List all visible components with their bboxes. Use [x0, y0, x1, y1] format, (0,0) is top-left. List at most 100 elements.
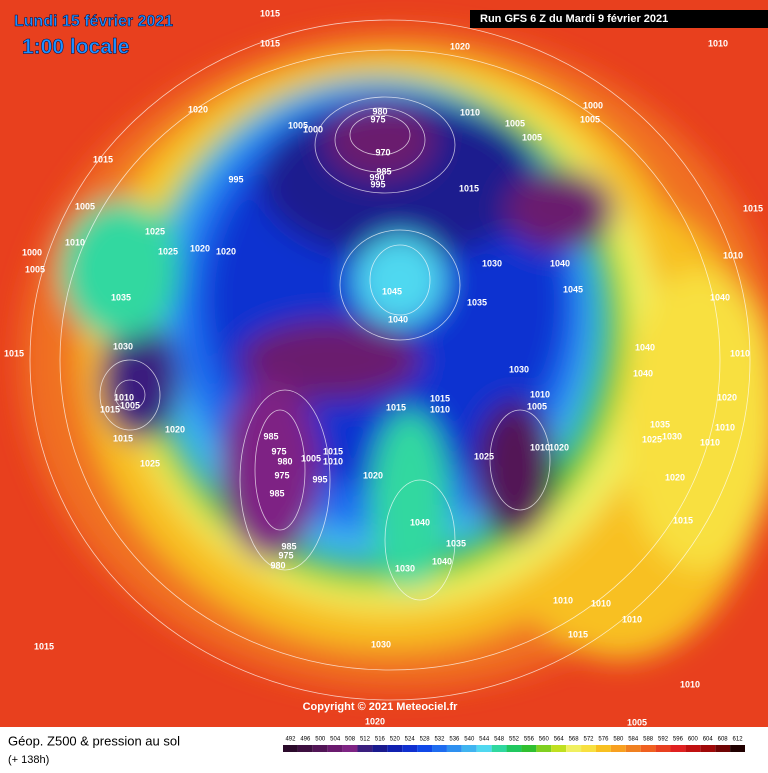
isobar-label: 975: [370, 114, 385, 124]
scale-swatch: [342, 745, 358, 752]
isobar-label: 1015: [386, 402, 406, 412]
isobar-label: 1020: [665, 472, 685, 482]
isobar-label: 1035: [467, 297, 487, 307]
isobar-label: 1000: [303, 124, 323, 134]
isobar-label: 995: [228, 174, 243, 184]
scale-label: 588: [643, 737, 654, 743]
isobar-label: 1005: [301, 453, 321, 463]
scale-swatch: [730, 745, 745, 752]
isobar-label: 1040: [388, 314, 408, 324]
isobar-label: 1015: [4, 348, 24, 358]
scale-label: 556: [524, 737, 535, 743]
isobar-label: 1030: [662, 431, 682, 441]
scale-label: 576: [598, 737, 609, 743]
scale-label: 548: [494, 737, 505, 743]
isobar-label: 1010: [591, 598, 611, 608]
isobar-label: 1015: [459, 183, 479, 193]
run-box: [470, 10, 768, 28]
isobar-label: 1030: [395, 563, 415, 573]
isobar-label: 1025: [140, 458, 160, 468]
scale-swatch: [297, 745, 313, 752]
isobar-label: 1015: [93, 154, 113, 164]
scale-swatch: [476, 745, 492, 752]
scale-label: 560: [539, 737, 550, 743]
copyright: Copyright © 2021 Meteociel.fr: [303, 701, 459, 713]
scale-swatch: [372, 745, 388, 752]
scale-swatch: [655, 745, 671, 752]
scale-label: 564: [554, 737, 565, 743]
isobar-label: 1030: [509, 364, 529, 374]
isobar-label: 1020: [363, 470, 383, 480]
isobar-label: 1010: [680, 679, 700, 689]
scale-label: 568: [569, 737, 580, 743]
scale-label: 496: [300, 737, 311, 743]
scale-label: 584: [628, 737, 639, 743]
isobar-label: 995: [312, 474, 327, 484]
isobar-label: 1010: [323, 456, 343, 466]
isobar-label: 1015: [323, 446, 343, 456]
forecast-date: Lundi 15 février 2021: [14, 13, 173, 30]
isobar-label: 1005: [580, 114, 600, 124]
scale-label: 508: [345, 737, 356, 743]
scale-swatch: [536, 745, 552, 752]
isobar-label: 1015: [260, 38, 280, 48]
scale-swatch: [491, 745, 507, 752]
scale-label: 544: [479, 737, 490, 743]
scale-swatch: [506, 745, 522, 752]
scale-swatch: [581, 745, 596, 752]
scale-swatch: [670, 745, 686, 752]
isobar-label: 1005: [75, 201, 95, 211]
isobar-label: 975: [274, 470, 289, 480]
isobar-label: 995: [370, 179, 385, 189]
isobar-label: 1015: [430, 393, 450, 403]
scale-label: 492: [285, 737, 296, 743]
scale-swatch: [432, 745, 447, 752]
scale-swatch: [387, 745, 403, 752]
scale-label: 516: [375, 737, 386, 743]
isobar-label: 985: [376, 166, 391, 176]
scale-label: 580: [613, 737, 624, 743]
scale-swatch: [625, 745, 641, 752]
isobar-label: 1005: [505, 118, 525, 128]
isobar-label: 1010: [708, 38, 728, 48]
scale-label: 500: [315, 737, 326, 743]
isobar-label: 1000: [22, 247, 42, 257]
isobar-label: 1005: [25, 264, 45, 274]
isobar-label: 990: [369, 172, 384, 182]
scale-label: 504: [330, 737, 341, 743]
isobar-label: 1015: [113, 433, 133, 443]
isobar-label: 1005: [522, 132, 542, 142]
scale-label: 524: [405, 737, 416, 743]
isobar-label: 1035: [111, 292, 131, 302]
scale-label: 600: [688, 737, 699, 743]
scale-label: 596: [673, 737, 684, 743]
isobar-label: 980: [277, 456, 292, 466]
isobar-label: 1045: [563, 284, 583, 294]
scale-label: 520: [390, 737, 401, 743]
scale-label: 540: [464, 737, 475, 743]
isobar-label: 1035: [650, 419, 670, 429]
isobar-label: 1005: [527, 401, 547, 411]
isobar-label: 1010: [622, 614, 642, 624]
isobar-label: 970: [375, 147, 390, 157]
isobar-label: 1010: [460, 107, 480, 117]
isobar-label: 1040: [635, 342, 655, 352]
isobar-label: 1030: [113, 341, 133, 351]
isobar-label: 1025: [474, 451, 494, 461]
isobar-label: 1005: [120, 400, 140, 410]
isobar-label: 1040: [410, 517, 430, 527]
isobar-label: 1035: [446, 538, 466, 548]
isobar-label: 975: [271, 446, 286, 456]
isobar-label: 975: [278, 550, 293, 560]
isobar-label: 1005: [288, 120, 308, 130]
isobar-label: 1010: [723, 250, 743, 260]
isobar-label: 1010: [530, 442, 550, 452]
scale-swatch: [715, 745, 731, 752]
isobar-label: 1020: [549, 442, 569, 452]
isobar-label: 1040: [550, 258, 570, 268]
scale-label: 612: [733, 737, 744, 743]
color-scale: 492 496 500 504 508 512 516 520 524 528 532 536 540 5…: [283, 737, 745, 752]
isobar-label: 1010: [700, 437, 720, 447]
